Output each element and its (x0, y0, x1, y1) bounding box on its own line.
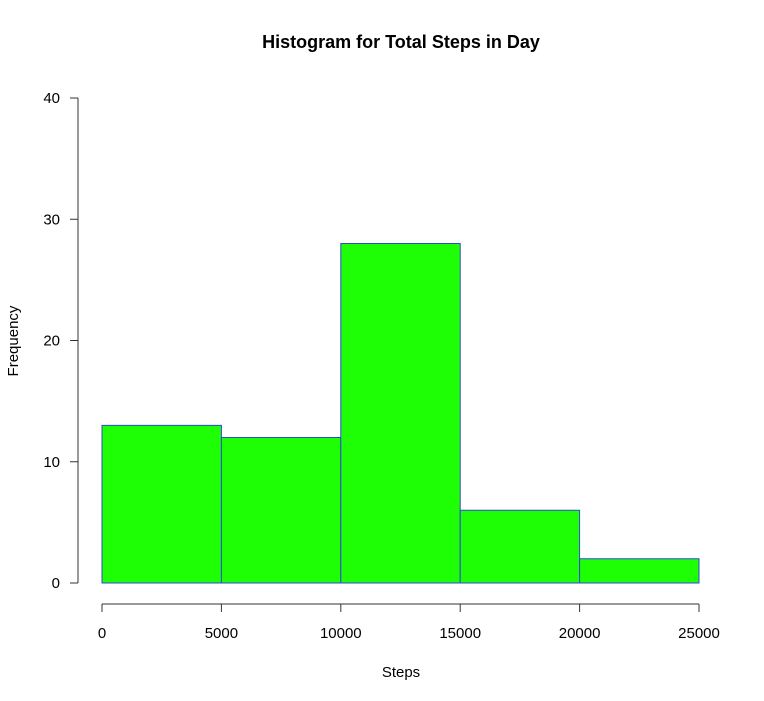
y-tick-label-20: 20 (43, 333, 60, 350)
y-tick-label-10: 10 (43, 454, 60, 471)
x-tick-label-0: 0 (98, 625, 106, 642)
x-tick-label-15000: 15000 (439, 625, 481, 642)
x-tick-label-10000: 10000 (320, 625, 362, 642)
y-tick-label-0: 0 (52, 575, 60, 592)
x-tick-label-25000: 25000 (678, 625, 720, 642)
histogram-bar-1 (101, 424, 222, 584)
y-axis-label: Frequency (5, 305, 22, 376)
bars-group (101, 243, 700, 584)
histogram-bar-3 (340, 243, 461, 584)
x-axis-label: Steps (382, 664, 420, 681)
chart-title: Histogram for Total Steps in Day (262, 32, 540, 52)
x-tick-label-5000: 5000 (205, 625, 238, 642)
x-axis: 0 5000 10000 15000 20000 25000 (98, 603, 720, 642)
histogram-bar-5 (579, 558, 700, 584)
x-tick-label-20000: 20000 (559, 625, 601, 642)
histogram-bar-4 (459, 509, 581, 584)
histogram-bar-2 (220, 437, 342, 584)
y-tick-label-40: 40 (43, 90, 60, 107)
y-tick-label-30: 30 (43, 211, 60, 228)
y-axis: 0 10 20 30 40 (43, 90, 79, 592)
